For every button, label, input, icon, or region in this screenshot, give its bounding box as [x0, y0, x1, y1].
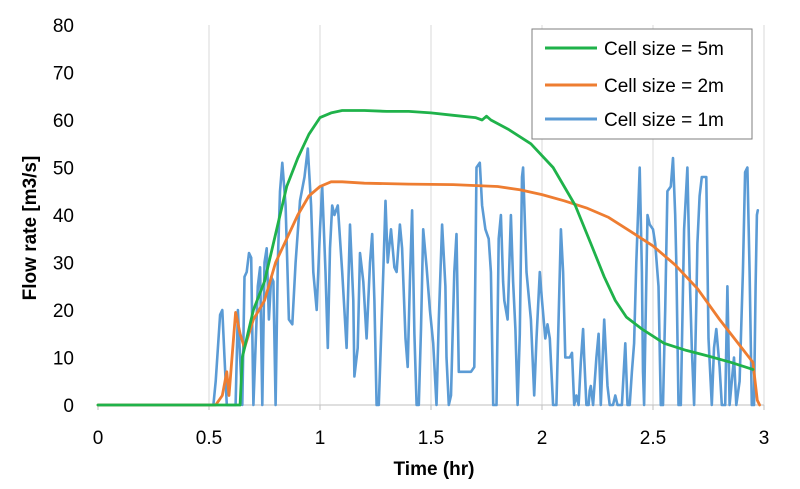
legend-label-2m: Cell size = 2m [604, 76, 724, 97]
y-tick-label-2: 20 [53, 301, 74, 322]
series-line-1m [96, 147, 760, 407]
x-tick-label-5: 2.5 [640, 428, 666, 449]
y-tick-label-3: 30 [53, 254, 74, 275]
x-tick-label-1: 0.5 [196, 428, 222, 449]
y-tick-label-0: 0 [63, 396, 74, 417]
y-axis-title: Flow rate [m3/s] [20, 156, 41, 301]
legend-label-1m: Cell size = 1m [604, 110, 724, 131]
y-tick-label-8: 80 [53, 16, 74, 37]
y-tick-label-6: 60 [53, 111, 74, 132]
y-tick-label-7: 70 [53, 64, 74, 85]
x-tick-label-2: 1 [315, 428, 326, 449]
y-tick-label-1: 10 [53, 349, 74, 370]
legend-label-5m: Cell size = 5m [604, 39, 724, 60]
y-tick-label-4: 40 [53, 206, 74, 227]
x-tick-label-4: 2 [537, 428, 548, 449]
series-lines [96, 109, 761, 407]
series-line-5m [96, 109, 755, 407]
x-tick-label-0: 0 [93, 428, 104, 449]
x-tick-label-3: 1.5 [418, 428, 444, 449]
legend: Cell size = 5m Cell size = 2m Cell size … [531, 28, 753, 140]
x-axis-title: Time (hr) [394, 459, 475, 480]
x-tick-label-6: 3 [759, 428, 770, 449]
series-line-2m [96, 180, 761, 407]
y-tick-label-5: 50 [53, 159, 74, 180]
